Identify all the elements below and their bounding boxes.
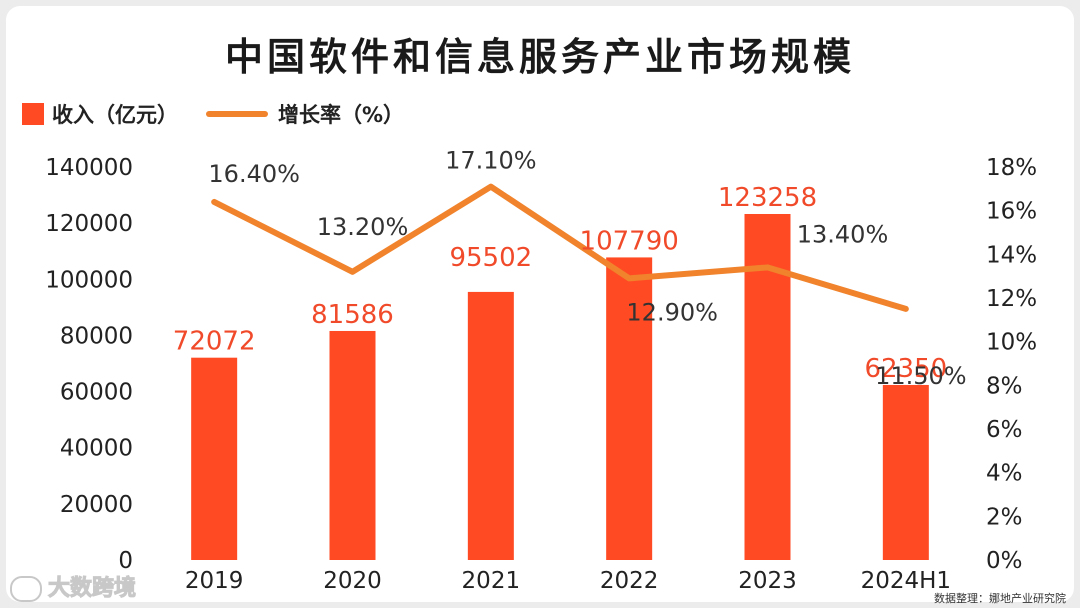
growth-rate-data-label: 13.40% xyxy=(797,220,889,248)
right-axis-tick-label: 0% xyxy=(986,548,1023,574)
left-axis-tick-label: 140000 xyxy=(45,155,133,181)
revenue-data-label: 107790 xyxy=(580,226,679,256)
growth-rate-data-label: 12.90% xyxy=(626,298,718,326)
right-axis-tick-label: 2% xyxy=(986,504,1023,530)
legend-bar-swatch xyxy=(22,103,44,125)
revenue-bar xyxy=(191,357,238,560)
right-axis-tick-label: 12% xyxy=(986,286,1037,312)
chart-title: 中国软件和信息服务产业市场规模 xyxy=(224,35,855,79)
right-axis-tick-label: 6% xyxy=(986,417,1023,443)
right-axis-tick-label: 4% xyxy=(986,461,1023,487)
revenue-data-label: 62350 xyxy=(864,354,947,384)
legend-item-growth: 增长率（%） xyxy=(206,99,404,129)
x-axis-tick-label: 2024H1 xyxy=(861,568,951,594)
x-axis-tick-label: 2023 xyxy=(738,568,797,594)
revenue-data-label: 123258 xyxy=(718,183,817,213)
revenue-data-label: 72072 xyxy=(173,327,256,357)
legend: 收入（亿元） 增长率（%） xyxy=(22,98,432,130)
legend-growth-label: 增长率（%） xyxy=(278,103,405,127)
revenue-data-label: 95502 xyxy=(449,243,532,273)
x-axis-tick-label: 2020 xyxy=(323,568,382,594)
x-axis-tick-label: 2022 xyxy=(600,568,659,594)
revenue-bar xyxy=(467,291,514,560)
left-axis-tick-label: 120000 xyxy=(45,211,133,237)
right-axis-tick-label: 16% xyxy=(986,199,1037,225)
brand-label: 大数跨境 xyxy=(47,576,137,602)
right-axis-tick-label: 18% xyxy=(986,155,1037,181)
revenue-bar xyxy=(606,257,653,560)
left-axis-tick-label: 0 xyxy=(118,548,133,574)
data-source: 数据整理：娜地产业研究院 xyxy=(934,592,1066,605)
right-axis-tick-label: 10% xyxy=(986,330,1037,356)
left-axis-tick-label: 20000 xyxy=(60,492,133,518)
growth-rate-line xyxy=(211,183,909,312)
revenue-bar xyxy=(329,330,376,560)
revenue-bar xyxy=(882,384,929,560)
left-axis-tick-label: 100000 xyxy=(45,267,133,293)
x-axis-tick-label: 2019 xyxy=(185,568,244,594)
left-axis-tick-label: 60000 xyxy=(60,380,133,406)
legend-item-revenue: 收入（亿元） xyxy=(22,99,178,129)
legend-line-swatch xyxy=(206,111,268,117)
growth-rate-data-label: 16.40% xyxy=(208,160,300,188)
revenue-data-label: 81586 xyxy=(311,300,394,330)
growth-rate-data-label: 17.10% xyxy=(445,147,537,175)
left-axis-tick-label: 80000 xyxy=(60,323,133,349)
x-axis-tick-label: 2021 xyxy=(462,568,521,594)
legend-revenue-label: 收入（亿元） xyxy=(52,103,178,127)
right-axis-tick-label: 8% xyxy=(986,373,1023,399)
left-axis-tick-label: 40000 xyxy=(60,436,133,462)
growth-rate-data-label: 11.50% xyxy=(875,362,967,390)
brand-logo-icon xyxy=(10,576,42,602)
brand-watermark: 大数跨境 xyxy=(10,570,137,602)
right-axis-tick-label: 14% xyxy=(986,242,1037,268)
growth-rate-data-label: 13.20% xyxy=(317,213,409,241)
